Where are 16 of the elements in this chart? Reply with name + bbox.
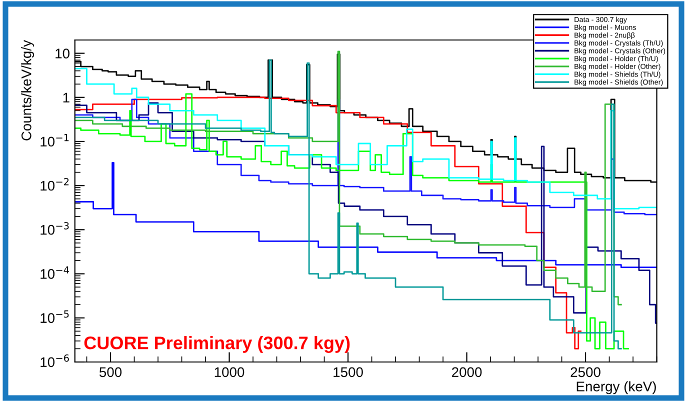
x-tick-label: 2500	[570, 367, 600, 378]
y-tick-label: 10	[56, 48, 70, 58]
y-tick-label: 10$^{−5}$	[40, 310, 69, 323]
annotation: CUORE Preliminary (300.7 kgy)	[84, 336, 350, 353]
x-tick-label: 2000	[452, 367, 482, 378]
x-tick-label: 1000	[214, 367, 244, 378]
y-tick-label: 10$^{−3}$	[40, 222, 69, 235]
y-tick-label: 1	[63, 92, 70, 102]
y-tick-label: 10$^{−4}$	[40, 266, 69, 279]
x-axis-title: Energy (keV)	[576, 381, 656, 394]
y-tick-label: 10$^{−1}$	[40, 134, 69, 147]
y-tick-label: 10$^{−6}$	[40, 354, 69, 368]
x-tick-label: 1500	[334, 367, 363, 378]
x-tick-label: 500	[99, 367, 122, 378]
y-axis-title: Counts/keV/kg/y	[21, 40, 34, 140]
y-tick-label: 10$^{−2}$	[40, 178, 69, 191]
